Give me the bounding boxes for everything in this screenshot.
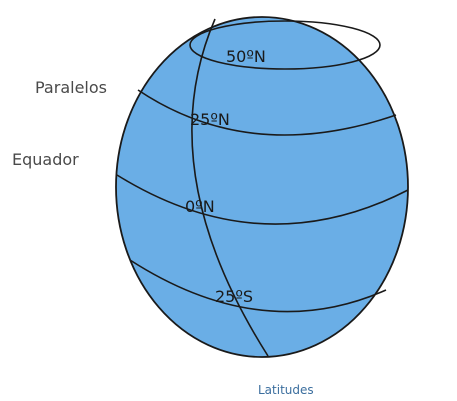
parallel-50n <box>189 20 381 70</box>
parallel-25n <box>137 89 397 136</box>
equator <box>116 174 409 225</box>
latitude-label: 25ºS <box>215 287 253 306</box>
meridian <box>191 18 269 357</box>
latitude-label: 0ºN <box>185 197 215 216</box>
caption: Latitudes <box>258 383 314 397</box>
latitude-label: 50ºN <box>226 47 266 66</box>
globe <box>115 16 409 358</box>
parallels-label: Paralelos <box>35 78 107 97</box>
parallel-25s <box>129 259 387 313</box>
equator-label: Equador <box>12 150 79 169</box>
latitude-label: 25ºN <box>190 110 230 129</box>
